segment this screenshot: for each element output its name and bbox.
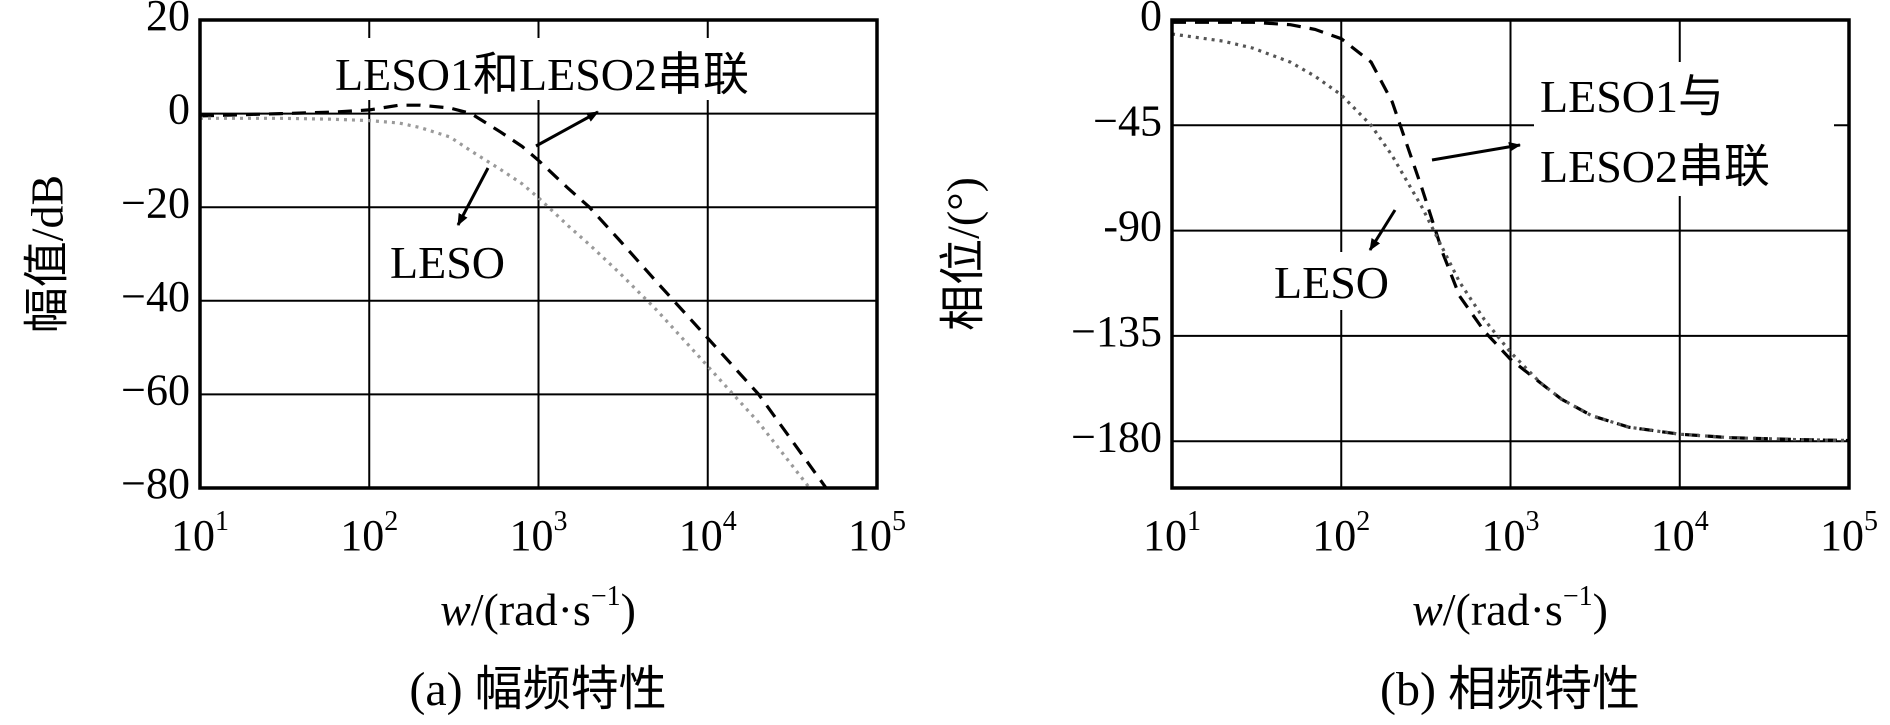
magnitude-y-tick-label: −60 <box>121 365 190 414</box>
phase-series-line-cascade <box>1172 20 1850 443</box>
phase-x-tick-label: 105 <box>1820 506 1878 560</box>
magnitude-series <box>199 103 828 489</box>
magnitude-annotation-bg-cascade <box>330 38 860 100</box>
phase-annotation-leso: LESO <box>1274 257 1389 308</box>
phase-series <box>1171 20 1850 443</box>
phase-arrow-leso <box>1368 209 1397 251</box>
magnitude-y-axis-title: 幅值/dB <box>22 175 73 333</box>
phase-plot-frame <box>1170 18 1851 490</box>
phase-y-tick-label: −135 <box>1071 307 1162 356</box>
magnitude-x-tick-label: 105 <box>848 506 906 560</box>
magnitude-x-tick-label: 104 <box>679 506 737 560</box>
magnitude-y-tick-label: −20 <box>121 178 190 227</box>
magnitude-x-tick-label: 103 <box>510 506 568 560</box>
phase-x-tick-label: 103 <box>1482 506 1540 560</box>
magnitude-plot-frame <box>198 18 879 490</box>
phase-chart: 0 −45 -90 −135 −180 101 102 103 104 105 相位/(°) w… <box>938 0 1878 716</box>
phase-annotation-cascade-line1: LESO1与 <box>1540 71 1724 122</box>
phase-arrow-cascade <box>1431 141 1521 162</box>
phase-y-tick-label: -90 <box>1103 202 1162 251</box>
phase-x-axis-title: w/(rad·s−1) <box>1412 581 1608 635</box>
magnitude-x-axis-title: w/(rad·s−1) <box>440 581 636 635</box>
phase-y-axis-title: 相位/(°) <box>938 177 989 331</box>
magnitude-y-tick-labels: 20 0 −20 −40 −60 −80 <box>121 0 190 508</box>
magnitude-annotation-bg-leso <box>386 232 536 290</box>
phase-x-tick-label: 101 <box>1143 506 1201 560</box>
magnitude-x-tick-label: 101 <box>171 506 229 560</box>
phase-y-tick-label: −180 <box>1071 412 1162 461</box>
magnitude-y-tick-label: 0 <box>168 85 190 134</box>
magnitude-y-tick-label: −80 <box>121 459 190 508</box>
magnitude-x-tick-labels: 101 102 103 104 105 <box>171 506 906 560</box>
magnitude-series-line-leso <box>200 116 811 489</box>
phase-caption: (b) 相频特性 <box>1380 663 1640 716</box>
phase-y-tick-labels: 0 −45 -90 −135 −180 <box>1071 0 1162 461</box>
phase-annotation-bg-leso <box>1270 252 1422 310</box>
phase-x-tick-labels: 101 102 103 104 105 <box>1143 506 1878 560</box>
magnitude-arrow-cascade <box>535 110 599 148</box>
magnitude-series-line-cascade <box>199 103 828 489</box>
magnitude-chart: 20 0 −20 −40 −60 −80 101 102 103 104 105 幅值/dB w/… <box>22 0 906 716</box>
magnitude-caption: (a) 幅频特性 <box>409 663 666 716</box>
magnitude-annotation-leso: LESO <box>390 237 505 288</box>
magnitude-arrow-leso <box>456 167 490 226</box>
magnitude-annotation-cascade: LESO1和LESO2串联 <box>335 49 749 100</box>
magnitude-y-tick-label: −40 <box>121 272 190 321</box>
phase-y-tick-label: 0 <box>1140 0 1162 40</box>
magnitude-y-tick-label: 20 <box>146 0 190 40</box>
magnitude-x-tick-label: 102 <box>340 506 398 560</box>
phase-x-tick-label: 104 <box>1651 506 1709 560</box>
phase-y-tick-label: −45 <box>1093 96 1162 145</box>
phase-annotation-cascade-line2: LESO2串联 <box>1540 141 1770 192</box>
phase-x-tick-label: 102 <box>1312 506 1370 560</box>
phase-annotation-bg-cascade <box>1534 62 1834 196</box>
